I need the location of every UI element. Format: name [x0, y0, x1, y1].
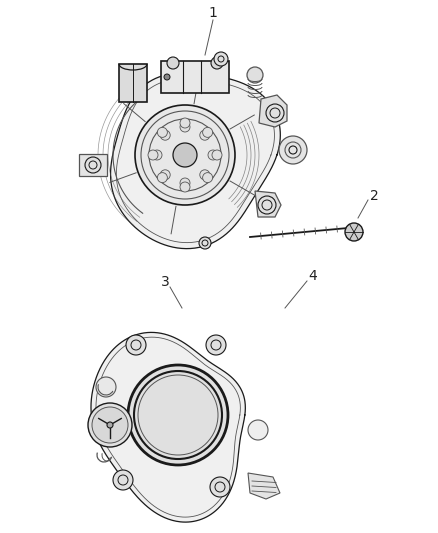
Circle shape — [107, 422, 113, 428]
Circle shape — [203, 127, 212, 138]
Circle shape — [157, 173, 167, 183]
Circle shape — [180, 118, 190, 128]
Polygon shape — [248, 473, 280, 499]
Circle shape — [160, 170, 170, 180]
Circle shape — [148, 150, 158, 160]
FancyBboxPatch shape — [79, 154, 107, 176]
Polygon shape — [110, 73, 280, 248]
Circle shape — [96, 377, 116, 397]
Circle shape — [211, 57, 223, 69]
Circle shape — [160, 130, 170, 140]
FancyBboxPatch shape — [161, 61, 229, 93]
Circle shape — [248, 420, 268, 440]
Circle shape — [173, 143, 197, 167]
Text: 3: 3 — [161, 275, 170, 289]
Circle shape — [210, 477, 230, 497]
Polygon shape — [91, 333, 245, 522]
Circle shape — [126, 335, 146, 355]
Circle shape — [164, 74, 170, 80]
Circle shape — [128, 365, 228, 465]
Circle shape — [135, 105, 235, 205]
Circle shape — [200, 170, 210, 180]
Circle shape — [212, 150, 222, 160]
Circle shape — [203, 173, 212, 183]
Circle shape — [92, 407, 128, 443]
Circle shape — [88, 403, 132, 447]
Text: 2: 2 — [370, 189, 378, 203]
Polygon shape — [255, 191, 281, 217]
Circle shape — [258, 196, 276, 214]
Circle shape — [113, 470, 133, 490]
FancyBboxPatch shape — [119, 64, 147, 102]
Circle shape — [200, 130, 210, 140]
Circle shape — [208, 150, 218, 160]
Circle shape — [152, 150, 162, 160]
Circle shape — [247, 67, 263, 83]
Circle shape — [180, 178, 190, 188]
Circle shape — [167, 57, 179, 69]
Circle shape — [214, 52, 228, 66]
Circle shape — [345, 223, 363, 241]
Circle shape — [85, 157, 101, 173]
Circle shape — [180, 122, 190, 132]
Circle shape — [279, 136, 307, 164]
Circle shape — [180, 182, 190, 192]
Circle shape — [157, 127, 167, 138]
Text: 4: 4 — [309, 269, 318, 283]
Text: 1: 1 — [208, 6, 217, 20]
Polygon shape — [259, 95, 287, 127]
Circle shape — [199, 237, 211, 249]
Circle shape — [266, 104, 284, 122]
Circle shape — [206, 335, 226, 355]
